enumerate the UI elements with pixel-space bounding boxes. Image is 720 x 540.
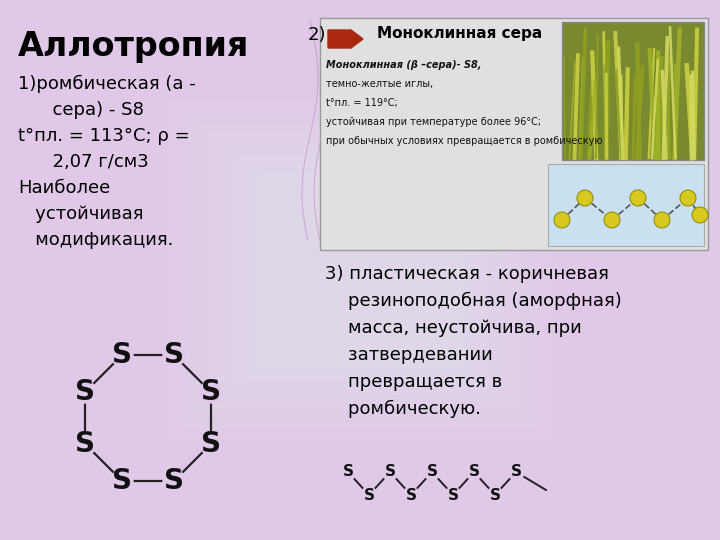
Circle shape [74,433,96,455]
Text: Аллотропия: Аллотропия [18,30,249,63]
Text: ромбическую.: ромбическую. [325,400,481,418]
Bar [205,131,515,409]
Bar [272,185,448,355]
Circle shape [692,207,708,223]
Text: S: S [112,467,132,495]
Circle shape [382,464,398,480]
Text: 3) пластическая - коричневая: 3) пластическая - коричневая [325,265,609,283]
Text: масса, неустойчива, при: масса, неустойчива, при [325,319,582,337]
Text: t°пл. = 113°C; ρ =: t°пл. = 113°C; ρ = [18,127,189,145]
Circle shape [508,464,524,480]
Text: сера) - S8: сера) - S8 [18,101,144,119]
Text: S: S [164,467,184,495]
Bar [228,149,492,391]
Circle shape [200,381,222,403]
Bar [197,125,523,415]
Bar [295,203,425,337]
Bar [265,179,455,361]
FancyBboxPatch shape [320,18,708,250]
Bar [287,197,433,343]
Circle shape [630,190,646,206]
Bar [212,137,508,403]
Text: S: S [426,464,438,480]
Text: S: S [510,464,521,480]
Circle shape [424,464,440,480]
Text: S: S [448,488,459,503]
Bar [562,22,704,160]
Circle shape [577,190,593,206]
Circle shape [111,344,133,366]
Circle shape [604,212,620,228]
Circle shape [111,470,133,492]
Circle shape [403,487,419,503]
Text: S: S [75,430,95,458]
Bar [258,173,462,367]
Circle shape [340,464,356,480]
Circle shape [445,487,461,503]
Text: S: S [164,341,184,369]
Text: 2,07 г/см3: 2,07 г/см3 [18,153,149,171]
Circle shape [361,487,377,503]
Text: модификация.: модификация. [18,231,174,249]
Circle shape [163,344,185,366]
Text: S: S [405,488,416,503]
Text: Наиболее: Наиболее [18,179,110,197]
Bar [160,95,560,445]
Circle shape [487,487,503,503]
Text: S: S [201,430,221,458]
Bar [250,167,470,373]
Circle shape [163,470,185,492]
Text: S: S [343,464,354,480]
Bar [243,161,477,379]
Text: Моноклинная сера: Моноклинная сера [377,26,543,41]
Bar [168,101,552,439]
Bar [302,209,418,331]
Circle shape [74,381,96,403]
Text: устойчивая при температуре более 96°C;: устойчивая при температуре более 96°C; [326,117,541,127]
Text: S: S [469,464,480,480]
Text: S: S [384,464,395,480]
Bar [235,155,485,385]
Text: превращается в: превращается в [325,373,503,391]
Circle shape [654,212,670,228]
Text: при обычных условиях превращается в ромбическую: при обычных условиях превращается в ромб… [326,136,603,146]
Bar [175,107,545,433]
Text: 2): 2) [308,26,326,44]
Text: S: S [490,488,500,503]
Bar [280,191,440,349]
Text: резиноподобная (аморфная): резиноподобная (аморфная) [325,292,622,310]
Bar [548,164,704,246]
Text: S: S [201,378,221,406]
Text: затвердевании: затвердевании [325,346,492,364]
Circle shape [680,190,696,206]
Text: 1)ромбическая (а -: 1)ромбическая (а - [18,75,196,93]
Bar [182,113,538,427]
Circle shape [466,464,482,480]
Text: темно-желтые иглы,: темно-желтые иглы, [326,79,433,89]
Bar [190,119,530,421]
Text: устойчивая: устойчивая [18,205,143,223]
FancyArrow shape [328,30,363,48]
Circle shape [200,433,222,455]
Text: S: S [364,488,374,503]
Circle shape [554,212,570,228]
Text: S: S [112,341,132,369]
Text: Моноклинная (β –сера)- S8,: Моноклинная (β –сера)- S8, [326,60,482,70]
Text: S: S [75,378,95,406]
Text: t°пл. = 119°C;: t°пл. = 119°C; [326,98,397,108]
Bar [220,143,500,397]
